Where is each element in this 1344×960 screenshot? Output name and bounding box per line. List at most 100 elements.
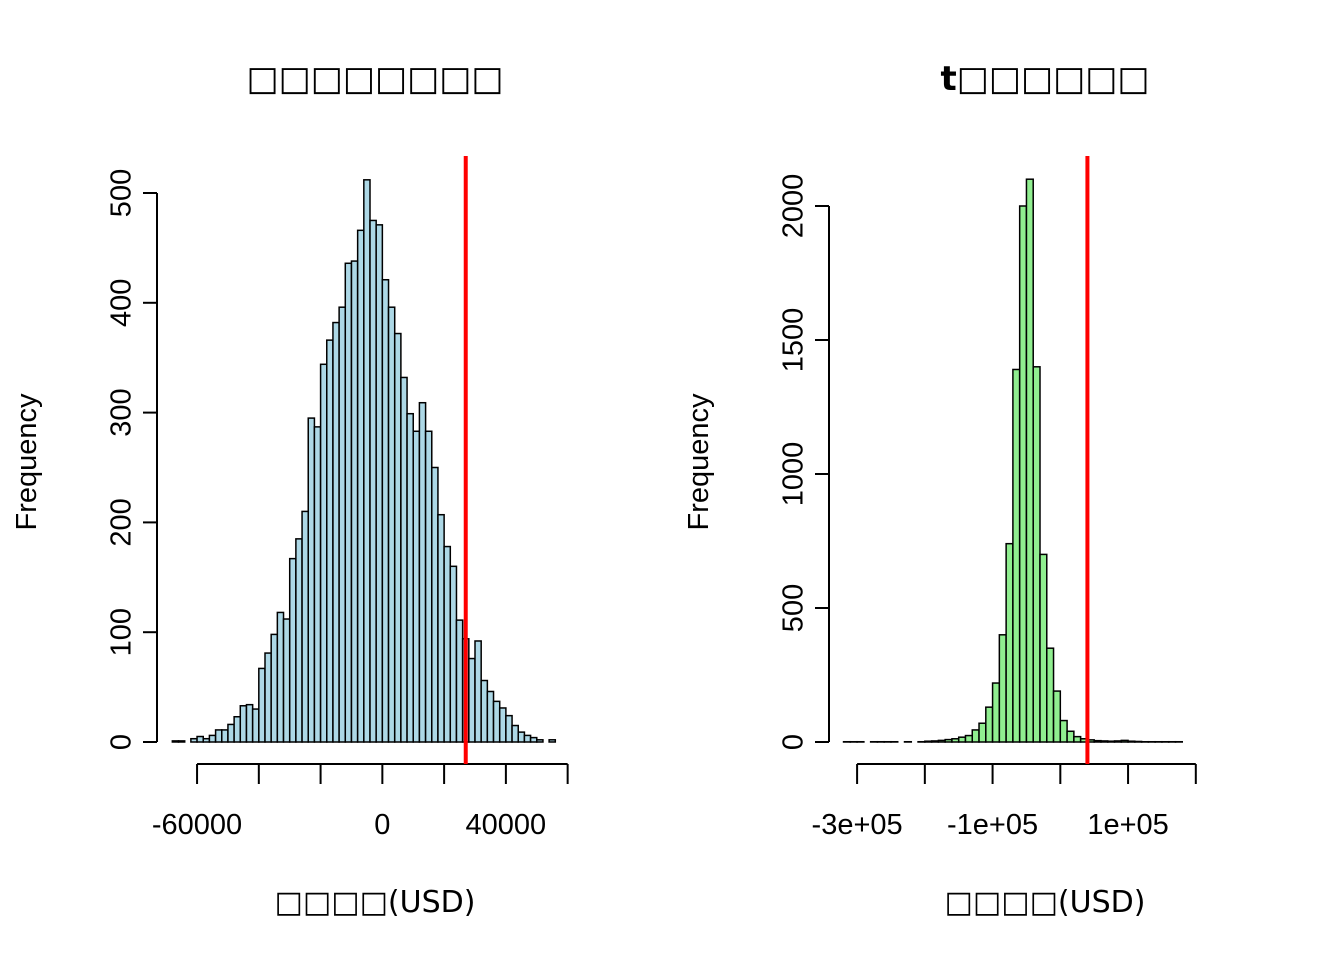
histogram-bar: [1113, 740, 1123, 743]
histogram-bar: [424, 430, 433, 743]
y-axis: 0 100 200 300 400 500: [106, 169, 158, 750]
histogram-bar: [1106, 740, 1116, 743]
histogram-bar: [971, 729, 980, 743]
histogram-bar: [951, 738, 960, 743]
histogram-bar: [957, 736, 967, 743]
histogram-bar: [356, 229, 365, 743]
histogram-bar: [1120, 739, 1129, 743]
histogram-bar: [363, 179, 371, 743]
histogram-bar: [282, 618, 291, 743]
y-tick-label: 0: [106, 734, 138, 750]
chart-title: t□□□□□□: [941, 59, 1150, 99]
histogram-bar: [1073, 735, 1082, 743]
bars: [842, 178, 1183, 743]
histogram-bar: [227, 723, 235, 743]
histogram-bar: [326, 339, 334, 743]
histogram-bar: [418, 401, 427, 743]
histogram-bar: [548, 739, 557, 743]
y-tick-label: 400: [106, 279, 138, 327]
histogram-bar: [1127, 740, 1136, 743]
histogram-bar: [529, 736, 538, 743]
histogram-bar: [350, 260, 359, 743]
histogram-bar: [258, 667, 266, 743]
histogram-bar: [307, 417, 316, 743]
histogram-bar: [930, 740, 940, 743]
histogram-bar: [1052, 690, 1062, 743]
histogram-bar: [202, 737, 211, 743]
y-tick-label: 200: [106, 498, 138, 546]
x-tick-label: -60000: [152, 809, 242, 841]
histogram-bar: [344, 262, 353, 743]
histogram-bar: [1059, 719, 1068, 743]
histogram-bar: [1005, 542, 1014, 743]
histogram-bar: [245, 703, 254, 743]
y-tick-label: 1500: [778, 308, 810, 373]
histogram-bar: [295, 538, 303, 743]
histogram-bar: [221, 729, 229, 743]
histogram-bar: [381, 278, 390, 743]
histogram-bar: [301, 510, 309, 743]
histogram-bar: [1018, 205, 1028, 743]
histogram-bar: [449, 565, 458, 743]
x-tick-label: 40000: [466, 809, 547, 841]
histogram-bar: [505, 714, 513, 743]
histogram-bar: [1025, 178, 1034, 743]
histogram-bar: [498, 707, 507, 743]
histogram-bar: [375, 224, 384, 743]
histogram-bar: [944, 738, 953, 743]
bars: [171, 179, 557, 743]
histogram-bar: [406, 412, 414, 743]
histogram-bar: [511, 724, 519, 743]
y-axis: 0 500 1000 1500 2000: [778, 174, 830, 750]
y-tick-label: 300: [106, 388, 138, 436]
y-axis-label: Frequency: [683, 393, 715, 531]
histogram-bar: [536, 739, 544, 743]
histogram-bar: [468, 657, 476, 743]
histogram-bar: [1134, 740, 1143, 743]
histogram-bar: [171, 740, 180, 743]
histogram-bar: [400, 376, 408, 743]
histogram-bar: [369, 219, 377, 743]
chart-title: □□□□□□□□: [247, 59, 504, 99]
histogram-bar: [1032, 366, 1041, 743]
histogram-bar: [924, 740, 933, 743]
histogram-bar: [393, 332, 402, 743]
histogram-bar: [1046, 647, 1055, 743]
histogram-bar: [387, 306, 396, 743]
histogram-bar: [1093, 739, 1102, 743]
histogram-bar: [412, 430, 421, 743]
histogram-bar: [1012, 368, 1021, 743]
y-tick-label: 500: [106, 169, 138, 217]
histogram-bar: [517, 731, 526, 743]
histogram-bar: [208, 734, 217, 743]
histogram-bar: [1100, 740, 1109, 743]
x-tick-label: -1e+05: [947, 809, 1038, 841]
histogram-bar: [239, 705, 248, 743]
histogram-bar: [437, 513, 445, 743]
histogram-bar: [998, 634, 1007, 743]
x-tick-label: 1e+05: [1087, 809, 1168, 841]
histogram-bar: [964, 734, 973, 743]
histogram-bar: [474, 640, 482, 743]
histogram-bar: [288, 557, 297, 743]
histogram-bar: [486, 690, 495, 743]
y-axis-label: Frequency: [11, 393, 43, 531]
histogram-bar: [978, 722, 987, 743]
histogram-bar: [276, 611, 285, 743]
panel-normal-histogram: □□□□□□□□ Frequency □□□□(USD) 0 100 200 300 4…: [11, 59, 569, 920]
histogram-bar: [332, 321, 340, 743]
x-axis: -60000 0 40000: [152, 763, 569, 841]
histogram-bar: [480, 679, 489, 743]
y-tick-label: 500: [778, 584, 810, 632]
histogram-bar: [492, 700, 501, 743]
histogram-bar: [264, 652, 272, 743]
panel-t-histogram: t□□□□□□ Frequency □□□□(USD) 0 500 1000 1500…: [683, 59, 1197, 920]
histogram-bar: [196, 735, 204, 743]
histogram-bar: [338, 306, 347, 743]
x-axis-label: □□□□(USD): [275, 885, 476, 920]
x-axis-label: □□□□(USD): [945, 885, 1146, 920]
histogram-bar: [443, 545, 452, 743]
y-tick-label: 1000: [778, 442, 810, 507]
x-axis: -3e+05 -1e+05 1e+05: [812, 763, 1197, 841]
